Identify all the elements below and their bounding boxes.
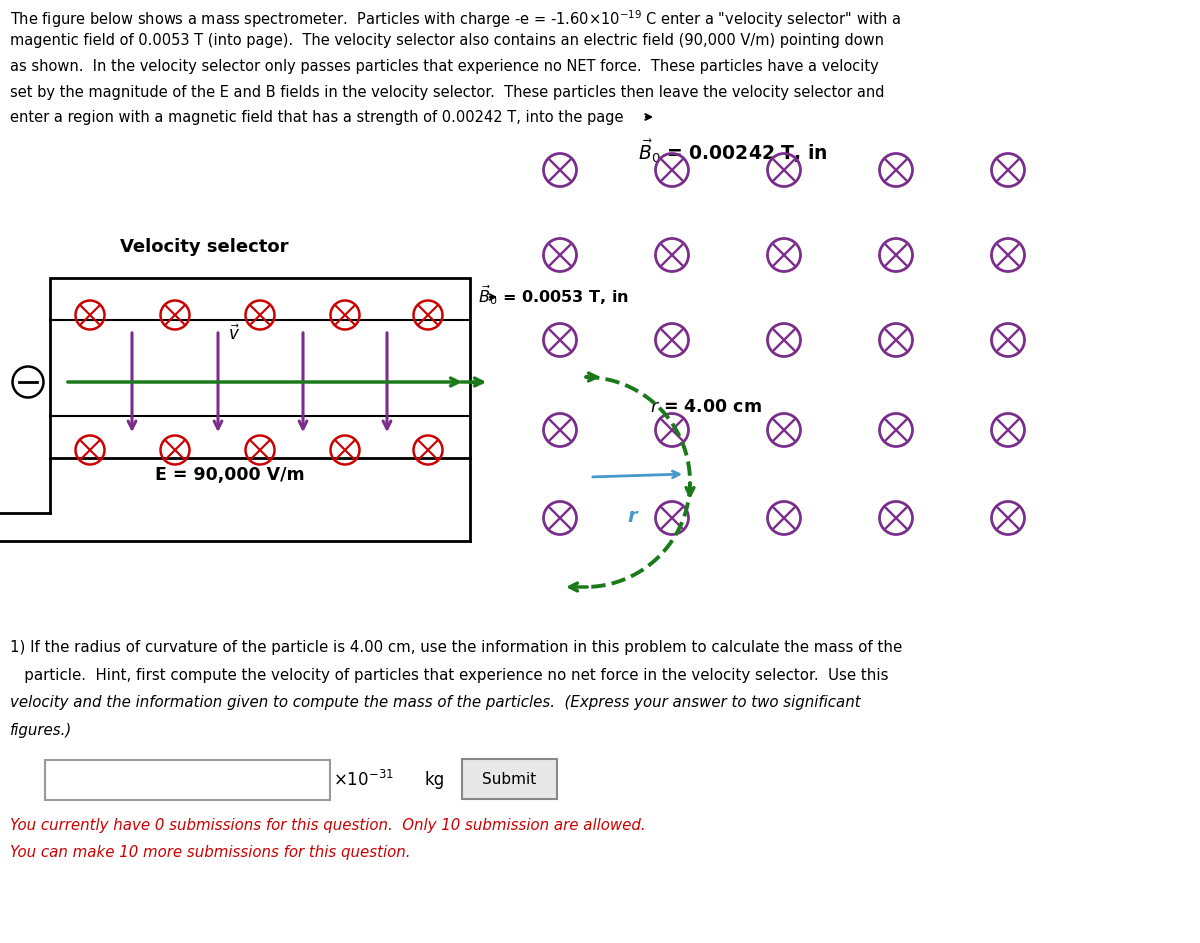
Text: set by the magnitude of the E and B fields in the velocity selector.  These part: set by the magnitude of the E and B fiel…: [10, 85, 884, 100]
Text: $\vec{v}$: $\vec{v}$: [228, 325, 240, 344]
Text: Velocity selector: Velocity selector: [120, 238, 288, 256]
Bar: [46, 760, 330, 800]
Text: 1) If the radius of curvature of the particle is 4.00 cm, use the information in: 1) If the radius of curvature of the par…: [10, 640, 902, 655]
Text: You currently have 0 submissions for this question.  Only 10 submission are allo: You currently have 0 submissions for thi…: [10, 818, 646, 833]
Text: r: r: [628, 507, 637, 526]
Text: kg: kg: [425, 771, 445, 789]
Text: $\vec{B}_0$ = 0.00242 T, in: $\vec{B}_0$ = 0.00242 T, in: [638, 138, 827, 165]
Text: enter a region with a magnetic field that has a strength of 0.00242 T, into the : enter a region with a magnetic field tha…: [10, 110, 624, 125]
Text: You can make 10 more submissions for this question.: You can make 10 more submissions for thi…: [10, 845, 410, 860]
Text: Submit: Submit: [482, 771, 536, 786]
Text: figures.): figures.): [10, 722, 72, 737]
Bar: [462, 759, 557, 799]
Text: $r$ = 4.00 cm: $r$ = 4.00 cm: [650, 398, 762, 416]
Text: particle.  Hint, first compute the velocity of particles that experience no net : particle. Hint, first compute the veloci…: [10, 668, 888, 683]
Text: as shown.  In the velocity selector only passes particles that experience no NET: as shown. In the velocity selector only …: [10, 59, 878, 74]
Text: $\vec{B}_0$ = 0.0053 T, in: $\vec{B}_0$ = 0.0053 T, in: [478, 283, 629, 306]
Text: velocity and the information given to compute the mass of the particles.  (Expre: velocity and the information given to co…: [10, 695, 860, 710]
Text: $\times$10$^{-31}$: $\times$10$^{-31}$: [334, 769, 394, 790]
Bar: [50, 278, 470, 458]
Text: magentic field of 0.0053 T (into page).  The velocity selector also contains an : magentic field of 0.0053 T (into page). …: [10, 34, 884, 48]
Text: E = 90,000 V/m: E = 90,000 V/m: [155, 466, 305, 484]
Text: The figure below shows a mass spectrometer.  Particles with charge -e = -1.60×10: The figure below shows a mass spectromet…: [10, 8, 901, 29]
